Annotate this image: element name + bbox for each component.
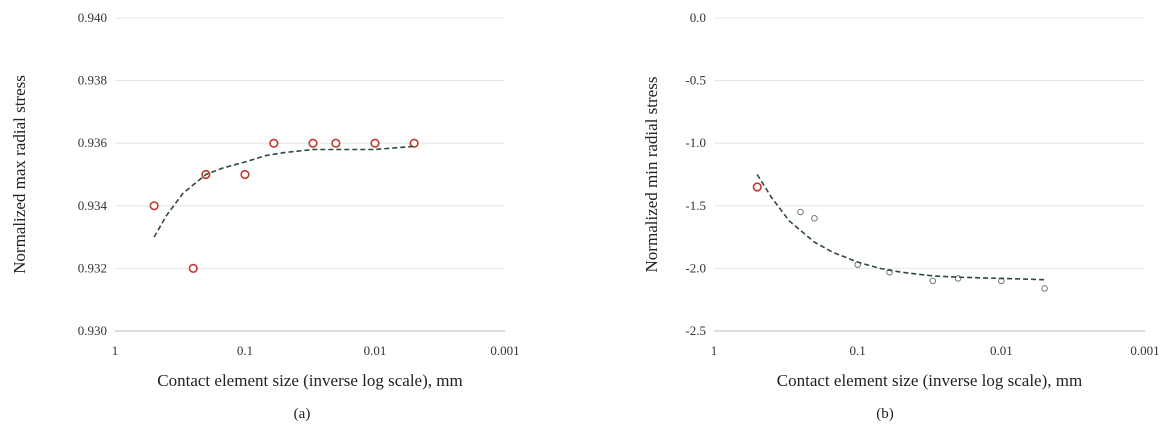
x-tick-label: 0.001	[1130, 343, 1159, 358]
x-tick-label: 1	[112, 343, 119, 358]
data-point	[331, 138, 341, 148]
data-point	[929, 277, 937, 285]
x-axis-title: Contact element size (inverse log scale)…	[157, 371, 462, 390]
y-tick-label: -1.5	[685, 198, 706, 213]
y-tick-label: -2.5	[685, 323, 706, 338]
y-tick-label: 0.940	[78, 10, 107, 25]
data-point	[797, 208, 804, 216]
y-axis-title: Normalized max radial stress	[10, 75, 29, 274]
x-tick-label: 0.001	[490, 343, 519, 358]
fit-curve	[756, 174, 1045, 281]
y-axis-title: Normalized min radial stress	[642, 77, 661, 273]
x-tick-label: 0.01	[364, 343, 387, 358]
x-tick-label: 0.1	[850, 343, 866, 358]
data-point	[370, 138, 380, 148]
y-tick-label: -1.0	[685, 135, 706, 150]
y-tick-label: 0.0	[690, 10, 706, 25]
x-tick-label: 1	[711, 343, 718, 358]
x-tick-label: 0.01	[990, 343, 1013, 358]
data-point	[409, 138, 419, 148]
y-tick-label: 0.930	[78, 323, 107, 338]
panel-label-a: (a)	[294, 406, 311, 422]
y-tick-label: 0.936	[78, 135, 108, 150]
y-tick-label: 0.932	[78, 260, 107, 275]
data-point	[240, 169, 250, 180]
data-point	[149, 201, 159, 211]
data-point	[188, 263, 198, 274]
y-tick-label: -0.5	[685, 73, 706, 88]
data-point	[308, 138, 318, 148]
panel-label-b: (b)	[876, 406, 894, 422]
x-tick-label: 0.1	[237, 343, 253, 358]
data-point	[752, 182, 762, 192]
fit-curve	[153, 145, 415, 238]
data-point	[1041, 285, 1048, 292]
y-tick-label: 0.934	[78, 198, 108, 213]
data-point	[269, 138, 279, 148]
data-point	[811, 215, 818, 222]
y-tick-label: -2.0	[685, 260, 706, 275]
chart-panel-a: 0.930 0.932 0.934 0.936 0.938 0.940 1 0.1 0.01 0.…	[10, 10, 520, 390]
y-tick-label: 0.938	[78, 73, 107, 88]
chart-panel-b: -2.5-2.0-1.5-1.0-0.50.01 0.1 0.01 0.001Cont…	[642, 10, 1160, 390]
x-axis-title: Contact element size (inverse log scale)…	[777, 371, 1082, 390]
